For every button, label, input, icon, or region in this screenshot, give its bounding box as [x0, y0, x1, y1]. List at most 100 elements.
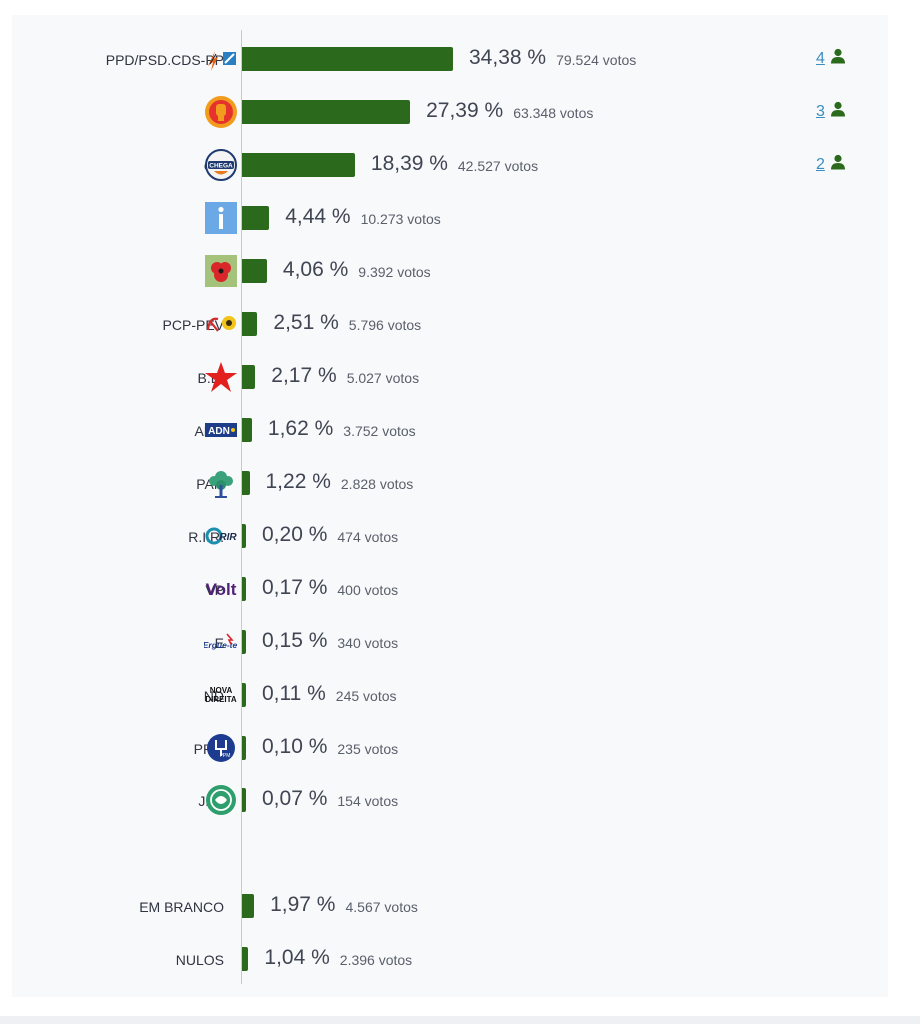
result-bar: [242, 100, 411, 124]
svg-text:CHEGA: CHEGA: [209, 163, 233, 170]
result-votes: 42.527 votos: [457, 158, 539, 174]
result-bar: [242, 471, 250, 495]
party-name: VP: [205, 582, 224, 598]
result-percent: 0,15 %: [262, 629, 328, 652]
result-row: E Ergue-te 0,15 % 340 votos: [0, 623, 920, 663]
result-percent: 0,11 %: [262, 682, 326, 705]
result-row: B.E. 2,17 % 5.027 votos: [0, 358, 920, 398]
result-votes: 5.796 votos: [348, 317, 422, 333]
seats-link[interactable]: 3: [816, 102, 825, 120]
result-votes: 154 votos: [337, 793, 399, 809]
result-percent: 1,22 %: [265, 470, 331, 493]
party-name: ND: [203, 688, 224, 704]
result-bar: [242, 894, 255, 918]
jpp-logo: [204, 783, 238, 817]
result-votes: 400 votos: [337, 582, 399, 598]
ppd-psd-cds-pp-logo: [204, 42, 238, 76]
volt-logo: Volt: [204, 572, 238, 606]
result-votes: 235 votos: [337, 741, 399, 757]
result-percent: 0,17 %: [262, 576, 328, 599]
result-votes: 474 votos: [337, 529, 399, 545]
svg-text:DIREITA: DIREITA: [205, 695, 237, 704]
result-votes: 4.567 votos: [345, 899, 418, 915]
bottom-divider: [0, 1016, 920, 1024]
svg-text:PPM: PPM: [220, 753, 231, 759]
party-name: PPD/PSD.CDS-PP: [105, 52, 224, 68]
svg-text:ADN: ADN: [208, 426, 230, 437]
result-percent: 18,39 %: [370, 152, 448, 175]
ppm-logo: PPM: [204, 731, 238, 765]
hammer-sickle-sunflower-logo: [204, 307, 238, 341]
result-votes: 2.828 votos: [340, 476, 414, 492]
result-percent: 27,39 %: [426, 99, 504, 122]
result-votes: 2.396 votos: [339, 952, 413, 968]
seats-indicator: 3: [816, 101, 846, 122]
result-percent: 4,06 %: [282, 258, 349, 281]
result-votes: 5.027 votos: [346, 370, 420, 386]
result-row: VP Volt 0,17 % 400 votos: [0, 570, 920, 610]
result-votes: 245 votos: [335, 688, 397, 704]
result-bar: [242, 947, 249, 971]
svg-text:Ergue-te: Ergue-te: [204, 640, 238, 650]
result-percent: 0,20 %: [262, 523, 328, 546]
result-percent: 1,04 %: [264, 946, 330, 969]
result-percent: 4,44 %: [285, 205, 351, 228]
result-bar: [242, 577, 246, 601]
result-percent: 34,38 %: [469, 46, 547, 69]
ergue-te-logo: Ergue-te: [204, 625, 238, 659]
result-votes: 9.392 votos: [358, 264, 431, 280]
person-icon: [830, 154, 846, 175]
result-bar: [242, 736, 246, 760]
seats-indicator: 4: [816, 48, 846, 69]
result-bar: [242, 259, 267, 283]
result-percent: 2,51 %: [273, 311, 339, 334]
pan-tree-logo: [204, 466, 238, 500]
result-row: PAN 1,22 %2.828 votos: [0, 464, 920, 504]
rir-logo: RIR: [204, 519, 238, 553]
nova-direita-logo: NOVA DIREITA: [204, 678, 238, 712]
livre-poppy-logo: [204, 254, 238, 288]
result-percent: 1,62 %: [267, 417, 334, 440]
result-bar: [242, 312, 258, 336]
bloco-star-logo: [204, 360, 238, 394]
party-name: NULOS: [175, 952, 224, 968]
result-percent: 0,07 %: [262, 787, 328, 810]
result-row: L 4,06 %9.392 votos: [0, 252, 920, 292]
result-bar: [242, 524, 246, 548]
result-row: NULOS 1,04 % 2.396 votos: [0, 940, 920, 980]
result-percent: 1,97 %: [270, 893, 336, 916]
result-votes: 340 votos: [337, 635, 399, 651]
result-bar: [242, 683, 246, 707]
result-row: ND NOVA DIREITA 0,11 % 245 votos: [0, 676, 920, 716]
svg-text:Volt: Volt: [206, 580, 237, 599]
result-percent: 0,10 %: [262, 735, 328, 758]
seats-link[interactable]: 4: [816, 49, 825, 67]
result-bar: [242, 788, 246, 812]
result-votes: 3.752 votos: [343, 423, 416, 439]
result-votes: 79.524 votos: [556, 52, 637, 68]
party-name: E: [214, 635, 224, 651]
svg-text:NOVA: NOVA: [210, 686, 233, 695]
chega-logo: CHEGA: [204, 148, 238, 182]
result-row: JPP 0,07 %154 votos: [0, 781, 920, 821]
person-icon: [830, 101, 846, 122]
result-row: PPD/PSD.CDS-PP 34,38 % 79.524 votos 4: [0, 40, 920, 80]
result-votes: 63.348 votos: [513, 105, 594, 121]
result-bar: [242, 365, 256, 389]
result-votes: 10.273 votos: [360, 211, 441, 227]
iniciativa-liberal-logo: [204, 201, 238, 235]
result-bar: [242, 630, 246, 654]
adn-logo: ADN: [204, 413, 238, 447]
person-icon: [830, 48, 846, 69]
axis-baseline: [241, 30, 242, 984]
result-row: IL 4,44 %10.273 votos: [0, 199, 920, 239]
result-bar: [242, 418, 252, 442]
seats-link[interactable]: 2: [816, 155, 825, 173]
result-bar: [242, 153, 355, 177]
result-row: ADN ADN 1,62 %3.752 votos: [0, 411, 920, 451]
result-row: EM BRANCO 1,97 % 4.567 votos: [0, 887, 920, 927]
ps-fist-rose-logo: [204, 95, 238, 129]
result-row: PCP-PEV 2,51 % 5.796 votos: [0, 305, 920, 345]
